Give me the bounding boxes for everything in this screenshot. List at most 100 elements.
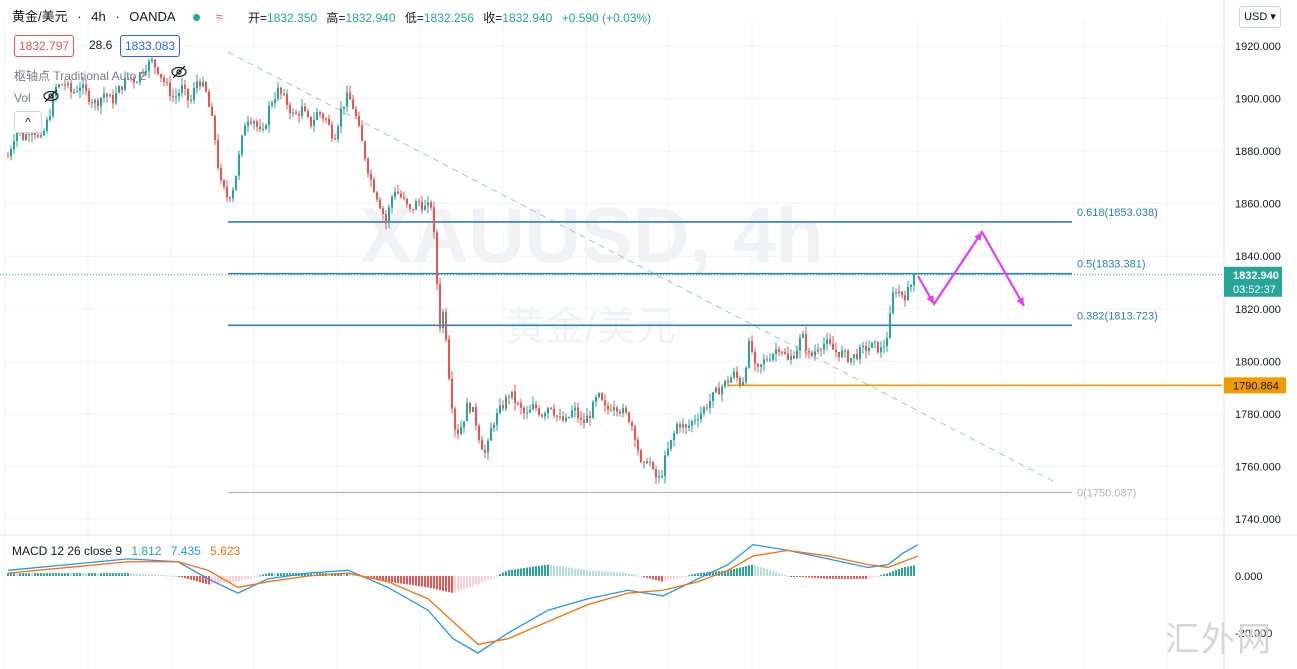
macd-histogram-bar [778,573,780,576]
candle-body [763,359,765,365]
candle-body [451,378,453,409]
macd-histogram-bar [808,576,810,578]
candle-body [340,108,342,127]
macd-histogram-bar [616,572,618,576]
candle-body [109,95,111,97]
macd-histogram-bar [151,574,153,576]
macd-histogram-bar [496,575,498,577]
candle-body [670,440,672,449]
macd-histogram-bar [70,573,72,576]
macd-histogram-bar [817,576,819,579]
macd-histogram-bar [760,567,762,576]
vol-indicator-label[interactable]: Vol [14,91,31,105]
candle-body [253,121,255,124]
candle-body [409,204,411,209]
candle-body [400,193,402,198]
current-price-tag [1224,266,1282,297]
candle-body [751,341,753,352]
trend-line [227,51,1056,483]
candle-body [874,341,876,343]
collapse-indicators-button[interactable]: ^ [14,111,42,133]
candle-body [370,173,372,180]
macd-histogram-bar [439,576,441,591]
candle-body [532,404,534,410]
candle-body [328,118,330,125]
eye-hidden-icon[interactable] [42,89,60,106]
candle-body [331,124,333,139]
macd-histogram-bar [436,576,438,590]
macd-label[interactable]: MACD 12 26 close 9 [12,544,123,558]
candle-body [580,418,582,420]
macd-histogram-bar [61,573,63,576]
candle-body [646,461,648,464]
candle-body [190,99,192,101]
candle-body [148,61,150,71]
currency-select[interactable]: USD ▾ [1239,6,1281,28]
candle-body [379,199,381,209]
ask-price-button[interactable]: 1833.083 [120,35,181,57]
candle-body [514,391,516,404]
candle-body [163,77,165,83]
candle-body [655,469,657,478]
macd-histogram-bar [874,576,876,577]
projection-path[interactable] [917,229,1025,307]
candle-body [493,424,495,428]
symbol-name[interactable]: 黄金/美元 [12,9,68,24]
price-axis-label: 1900.000 [1235,94,1281,106]
macd-histogram-bar [541,565,543,576]
macd-histogram-bar [547,564,549,576]
candle-body [445,311,447,340]
change-value: +0.590 (+0.03%) [561,11,652,25]
candle-body [637,439,639,451]
candle-body [865,345,867,351]
macd-histogram-bar [427,576,429,588]
macd-histogram-bar [595,570,597,576]
candle-body [421,202,423,211]
macd-histogram-bar [658,576,660,581]
candle-body [403,197,405,199]
macd-histogram-bar [607,571,609,576]
macd-histogram-bar [346,573,348,576]
price-axis-label: 1740.000 [1235,514,1281,526]
candle-body [502,405,504,409]
macd-histogram-bar [10,573,12,576]
candle-body [355,108,357,117]
candle-body [118,86,120,93]
candle-body [58,84,60,87]
candle-body [472,406,474,412]
candle-body [367,158,369,174]
interval-label[interactable]: 4h [91,9,106,24]
macd-histogram-bar [883,574,885,576]
macd-histogram-bar [94,573,96,576]
candle-body [712,392,714,402]
macd-histogram-bar [22,573,24,576]
candle-body [661,475,663,477]
candle-body [304,106,306,112]
candle-body [697,419,699,421]
eye-hidden-icon[interactable] [170,65,188,82]
price-axis-label: 1860.000 [1235,199,1281,211]
candle-body [688,425,690,428]
candle-body [901,291,903,296]
candle-body [790,356,792,360]
candle-body [589,415,591,419]
candle-body [76,91,78,93]
macd-histogram-bar [73,573,75,576]
macd-histogram-bar [907,566,909,576]
macd-histogram-bar [586,570,588,576]
candle-body [430,202,432,208]
macd-histogram-bar [349,573,351,576]
macd-histogram-bar [847,576,849,579]
bid-price-button[interactable]: 1832.797 [14,35,75,57]
candle-body [334,138,336,140]
candle-body [439,284,441,329]
macd-histogram-bar [160,575,162,577]
macd-histogram-bar [697,573,699,576]
macd-histogram-bar [145,574,147,576]
candle-body [625,408,627,413]
candle-body [718,387,720,395]
candle-body [622,408,624,414]
pivot-indicator-label[interactable]: 枢轴点 Traditional Auto 2 [14,69,147,83]
macd-histogram-bar [850,576,852,579]
